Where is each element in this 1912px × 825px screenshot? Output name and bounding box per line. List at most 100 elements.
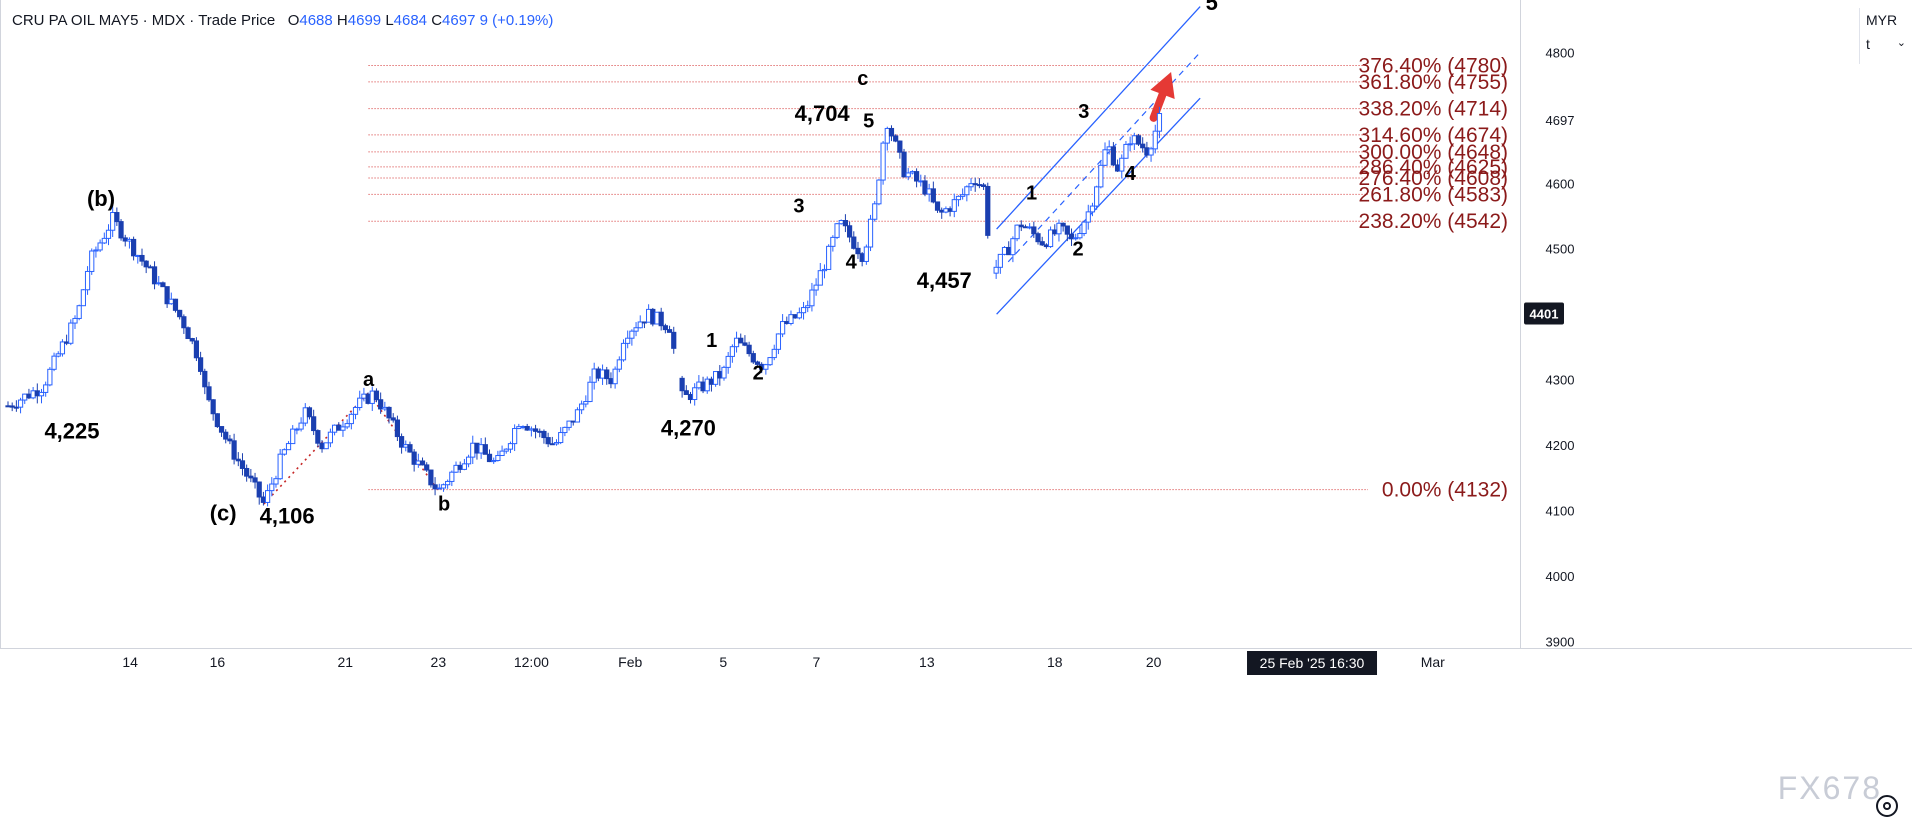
candle-body [532, 428, 539, 432]
candle-body [1001, 246, 1008, 255]
candle-body [587, 381, 593, 403]
candle-body [658, 311, 664, 327]
candle-body [486, 453, 493, 463]
candle-body [725, 355, 731, 368]
candle-body [378, 399, 384, 410]
candle-body [1035, 233, 1041, 243]
candle-body [495, 455, 501, 461]
candle-body [445, 480, 451, 486]
candle-body [985, 185, 991, 236]
last-price-label: 4697 [1546, 113, 1575, 128]
gear-icon[interactable] [1876, 795, 1898, 817]
candle-body [683, 390, 689, 395]
candle-body [997, 253, 1003, 268]
candle-body [365, 393, 371, 404]
candle-body [943, 208, 949, 213]
candle-body [876, 179, 882, 205]
candle-body [951, 199, 957, 212]
chevron-down-icon: ⌄ [1896, 37, 1906, 49]
candle-body [424, 464, 430, 471]
low-label: L [385, 12, 394, 29]
price-tick-label: 3900 [1546, 634, 1575, 649]
candle-body [558, 432, 564, 444]
candle-body [135, 254, 141, 257]
candle-body [604, 369, 610, 380]
candle-body [1131, 135, 1137, 145]
candle-body [327, 431, 334, 444]
open-value: 4688 [299, 12, 333, 29]
candle-body [352, 407, 359, 415]
candle-body [13, 406, 19, 409]
current-price-label: 4401 [1530, 307, 1559, 322]
candle-body [30, 390, 36, 399]
currency-code[interactable]: MYR [1866, 12, 1898, 28]
crosshair-date-badge [1247, 651, 1378, 675]
candle-body [1140, 143, 1146, 149]
candle-body [922, 180, 928, 195]
candle-body [980, 184, 987, 187]
candle-body [633, 327, 639, 332]
candle-body [491, 459, 497, 463]
candle-body [43, 384, 49, 393]
candle-body [218, 426, 225, 433]
candle-body [1156, 113, 1163, 132]
candle-body [934, 201, 941, 211]
price-tick-label: 4100 [1546, 504, 1575, 519]
candle-body [68, 322, 74, 344]
candle-body [369, 390, 375, 404]
candle-body [939, 209, 945, 213]
candle-body [512, 428, 518, 445]
candle-body [809, 289, 815, 307]
candle-body [306, 407, 313, 418]
candle-body [407, 444, 413, 453]
wave-label: 4,457 [917, 268, 972, 293]
candle-body [189, 338, 195, 342]
candle-body [549, 443, 555, 446]
candle-body [721, 366, 727, 379]
candle-body [64, 341, 70, 344]
time-tick-label: 5 [719, 654, 727, 670]
candle-body [1068, 233, 1075, 240]
candle-body [84, 270, 91, 291]
candle-body [826, 245, 832, 270]
candle-body [9, 405, 15, 408]
candle-body [415, 460, 421, 465]
axes: 3900 4000 4100 4200 4300 4500 4600 4800 4697 4401… [0, 0, 1912, 675]
candle-body [763, 364, 769, 370]
candle-body [239, 460, 246, 469]
time-tick-label: 13 [919, 654, 935, 670]
candle-body [93, 249, 99, 252]
candle-body [717, 371, 723, 379]
candle-body [248, 475, 254, 479]
currency-selector[interactable]: MYR t ⌄ [1859, 8, 1912, 64]
unit-selector[interactable]: t ⌄ [1860, 32, 1912, 56]
candle-body [729, 346, 735, 357]
candle-body [796, 312, 802, 319]
candle-body [156, 282, 162, 285]
candle-body [22, 393, 28, 401]
wave-label: 1 [1026, 183, 1037, 205]
candle-body [198, 357, 204, 372]
candle-body [1039, 241, 1045, 246]
candle-body [1073, 237, 1079, 240]
candle-body [428, 469, 434, 486]
candle-body [913, 171, 920, 182]
candle-body [294, 428, 300, 431]
time-tick-label: Feb [618, 654, 642, 670]
candle-body [457, 464, 463, 470]
candle-body [507, 443, 514, 450]
symbol-name[interactable]: CRU PA OIL MAY5 [12, 12, 139, 29]
wave-label: 4,704 [795, 101, 851, 126]
wave-label: (c) [210, 500, 237, 525]
candle-body [298, 422, 304, 430]
candle-body [114, 212, 120, 223]
candle-body [893, 135, 899, 142]
candle-body [206, 386, 212, 401]
candle-body [541, 430, 547, 439]
candle-body [344, 423, 350, 428]
candle-body [830, 236, 836, 247]
candle-body [1114, 164, 1121, 172]
wave-label: b [438, 494, 450, 516]
candle-body [1110, 146, 1116, 166]
